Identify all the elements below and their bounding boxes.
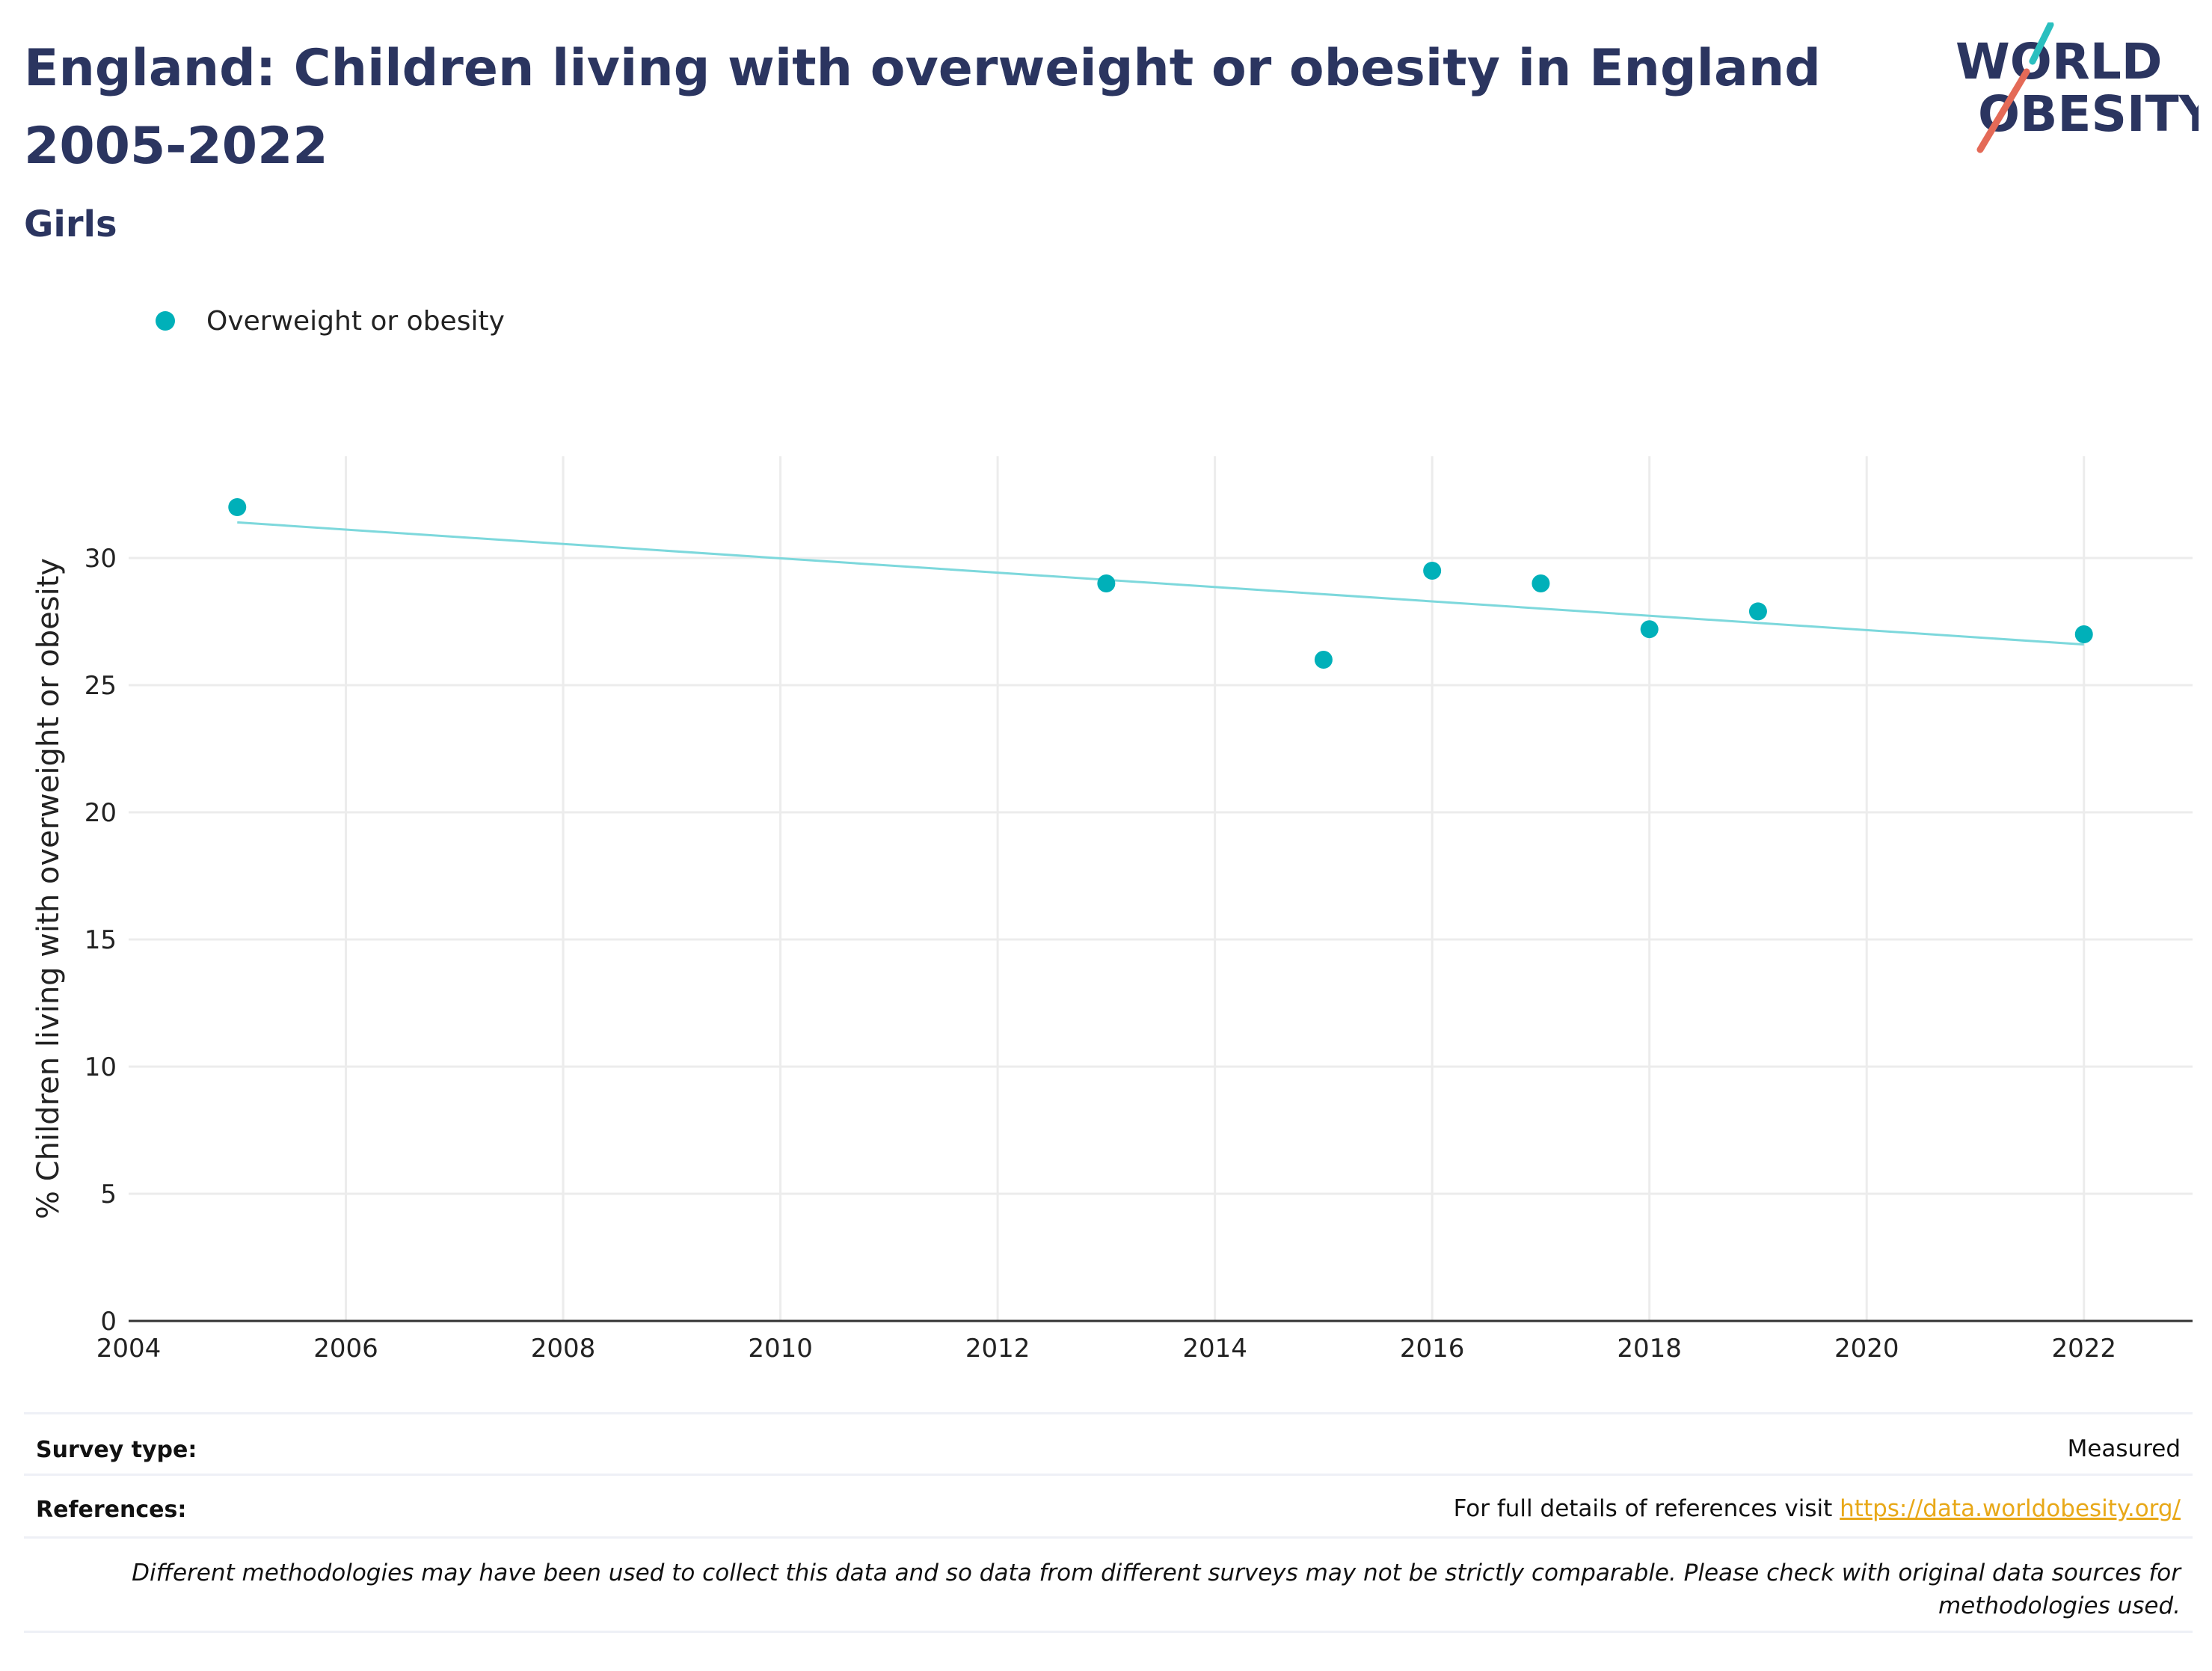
y-tick-label-5: 5 (100, 1180, 117, 1209)
x-tick-label-2006: 2006 (313, 1334, 378, 1364)
disclaimer-row: Different methodologies may have been us… (24, 1536, 2193, 1633)
data-point-2019 (1748, 602, 1767, 621)
disclaimer-note: Different methodologies may have been us… (132, 1560, 2181, 1619)
x-tick-label-2004: 2004 (96, 1334, 162, 1364)
world-obesity-logo: WORLD OBESITY (1956, 22, 2199, 153)
x-tick-label-2020: 2020 (1834, 1334, 1899, 1364)
survey-type-label: Survey type: (36, 1437, 197, 1463)
x-tick-label-2022: 2022 (2051, 1334, 2116, 1364)
trendline (237, 521, 2084, 646)
y-axis-title: % Children living with overweight or obe… (31, 558, 66, 1219)
y-tick-label-15: 15 (85, 925, 117, 955)
logo-slash-coral (1976, 68, 2030, 153)
x-tick-label-2008: 2008 (531, 1334, 596, 1364)
data-point-2005 (228, 498, 247, 516)
x-tick-label-2016: 2016 (1400, 1334, 1465, 1364)
references-row: References: For full details of referenc… (24, 1474, 2193, 1539)
data-point-2018 (1640, 620, 1659, 639)
y-tick-label-30: 30 (85, 544, 117, 574)
data-point-2022 (2074, 625, 2093, 643)
x-tick-label-2014: 2014 (1182, 1334, 1247, 1364)
survey-type-value: Measured (2067, 1435, 2181, 1462)
references-text: For full details of references visit (1453, 1495, 1840, 1522)
references-value: For full details of references visit htt… (1454, 1495, 2181, 1522)
logo-slash-teal (2029, 22, 2054, 65)
references-label: References: (36, 1497, 187, 1523)
survey-type-row: Survey type: Measured (24, 1412, 2193, 1476)
references-link[interactable]: https://data.worldobesity.org/ (1840, 1495, 2181, 1522)
footer-bottom-rule (24, 1631, 2193, 1633)
y-tick-label-0: 0 (100, 1307, 117, 1337)
data-point-2015 (1314, 651, 1333, 669)
data-point-2013 (1097, 574, 1116, 592)
y-tick-label-25: 25 (85, 671, 117, 701)
x-tick-label-2018: 2018 (1617, 1334, 1682, 1364)
chart-legend: Overweight or obesity (156, 302, 505, 340)
legend-marker-overweight (156, 311, 175, 331)
y-tick-label-10: 10 (85, 1052, 117, 1082)
legend-label-overweight: Overweight or obesity (206, 305, 505, 337)
data-point-2016 (1423, 562, 1442, 580)
x-tick-label-2010: 2010 (748, 1334, 813, 1364)
page-subtitle: Girls (24, 203, 117, 245)
x-tick-label-2012: 2012 (965, 1334, 1030, 1364)
page-title: England: Children living with overweight… (24, 39, 1821, 176)
y-tick-label-20: 20 (85, 798, 117, 828)
logo-text-world: WORLD (1956, 33, 2163, 91)
data-point-2017 (1531, 574, 1550, 592)
